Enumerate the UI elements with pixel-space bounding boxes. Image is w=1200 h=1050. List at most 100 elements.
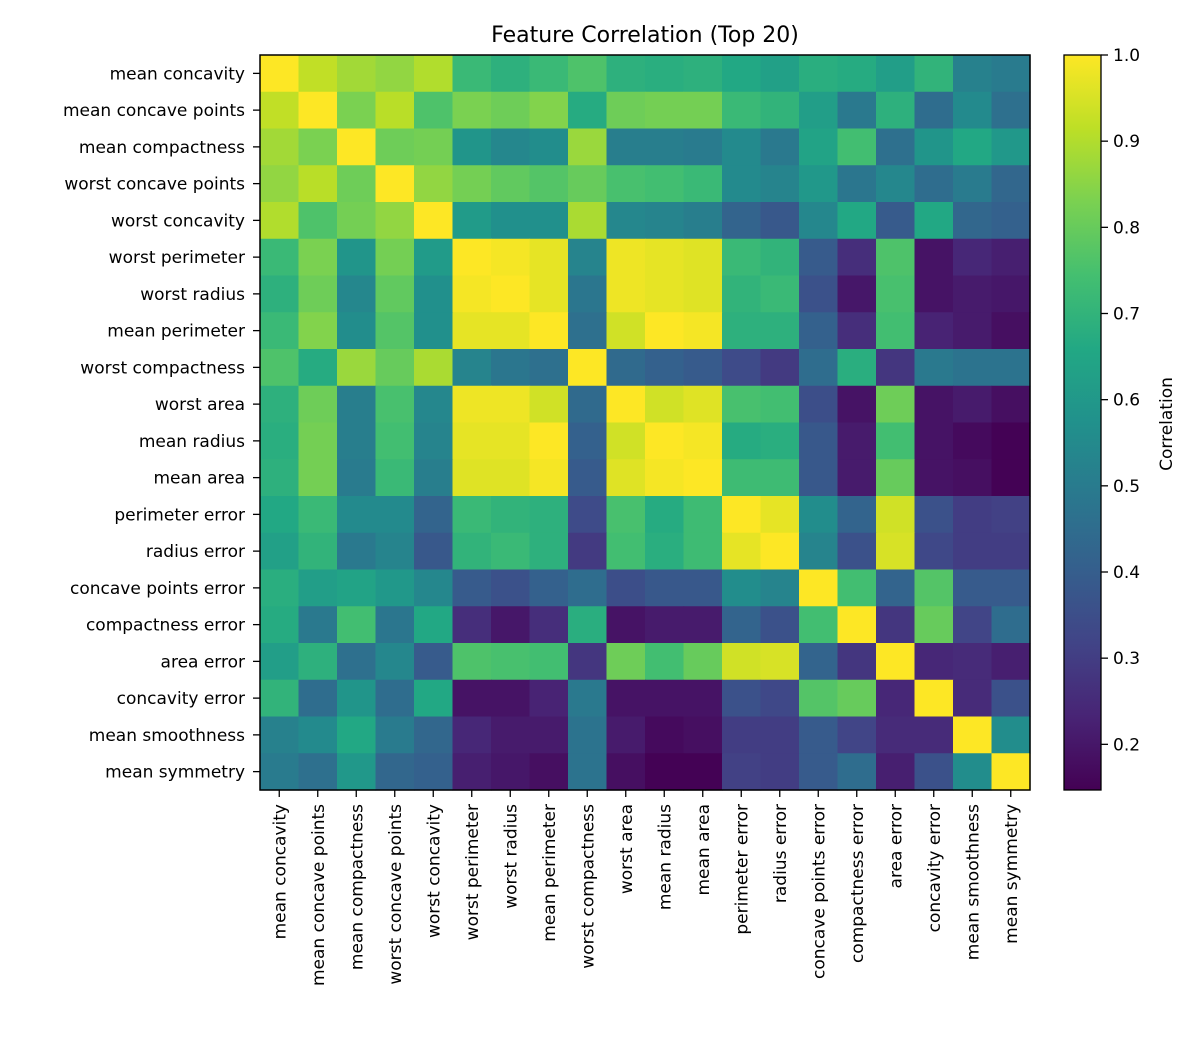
heatmap-cell [375,422,415,460]
heatmap-cell [683,55,723,93]
heatmap-cell [298,165,338,203]
y-tick-label: concavity error [117,689,245,709]
heatmap-cell [799,238,839,277]
heatmap-cell [452,91,492,130]
heatmap-cell [645,532,685,571]
heatmap-cell [337,312,377,350]
heatmap-cell [298,275,338,313]
heatmap-cell [452,312,492,350]
heatmap-cell [799,532,839,571]
heatmap-cell [645,238,685,277]
heatmap-cell [606,128,646,166]
y-tick-label: mean smoothness [89,726,245,746]
heatmap-cell [452,238,492,277]
colorbar-gradient [1063,54,1102,791]
heatmap-cell [606,55,646,93]
x-tick-label: worst concavity [424,804,444,938]
heatmap-cell [606,91,646,130]
heatmap-cell [914,496,954,534]
heatmap-cell [298,459,338,497]
y-tick-label: perimeter error [114,505,245,525]
heatmap-cell [568,532,608,571]
heatmap-cell [337,349,377,387]
heatmap-cell [452,496,492,534]
heatmap-cells [260,55,1031,791]
heatmap-cell [414,165,454,203]
heatmap-cell [914,312,954,350]
heatmap-cell [914,385,954,424]
y-tick-label: mean concave points [63,101,245,121]
heatmap-cell [452,716,492,754]
heatmap-cell [683,349,723,387]
colorbar-tick-label: 0.2 [1113,735,1140,755]
heatmap-cell [452,349,492,387]
heatmap-cell [375,385,415,424]
heatmap-cell [337,55,377,93]
heatmap-cell [683,606,723,644]
heatmap-cell [837,606,877,644]
y-tick-label: worst radius [140,285,245,305]
heatmap-cell [491,312,531,350]
heatmap-cell [722,716,762,754]
y-tick-label: worst concavity [111,211,245,231]
heatmap-cell [414,128,454,166]
heatmap-cell [606,716,646,754]
colorbar-label: Correlation [1157,377,1177,471]
heatmap-cell [260,312,300,350]
heatmap-cell [375,312,415,350]
heatmap-cell [452,422,492,460]
heatmap-cell [375,202,415,240]
heatmap-cell [606,385,646,424]
heatmap-cell [876,459,916,497]
heatmap-cell [722,532,762,571]
heatmap-cell [298,679,338,718]
heatmap-cell [991,716,1031,754]
heatmap-cell [375,679,415,718]
heatmap-cell [760,202,800,240]
y-tick-label: mean symmetry [105,763,245,783]
heatmap-cell [568,753,608,791]
heatmap-cell [914,275,954,313]
heatmap-cell [722,349,762,387]
heatmap-cell [568,55,608,93]
heatmap-cell [568,679,608,718]
heatmap-cell [375,532,415,571]
x-tick-label: worst concave points [386,804,406,985]
heatmap-cell [298,569,338,607]
heatmap-cell [491,496,531,534]
heatmap-cell [568,496,608,534]
heatmap-cell [914,716,954,754]
heatmap-cell [722,238,762,277]
heatmap-cell [914,679,954,718]
heatmap-cell [760,753,800,791]
heatmap-cell [876,606,916,644]
y-tick-label: mean compactness [79,138,245,158]
heatmap-cell [260,606,300,644]
heatmap-cell [414,716,454,754]
heatmap-cell [337,716,377,754]
heatmap-cell [491,349,531,387]
heatmap-cell [529,238,569,277]
heatmap-cell [991,459,1031,497]
heatmap-cell [645,385,685,424]
heatmap-cell [529,643,569,681]
heatmap-cell [298,606,338,644]
heatmap-cell [568,128,608,166]
heatmap-cell [914,202,954,240]
heatmap-cell [991,165,1031,203]
heatmap-cell [452,753,492,791]
heatmap-cell [991,349,1031,387]
heatmap-cell [606,532,646,571]
heatmap-cell [606,459,646,497]
heatmap-cell [606,349,646,387]
heatmap-cell [953,165,993,203]
heatmap-cell [953,496,993,534]
heatmap-cell [760,275,800,313]
heatmap-cell [799,569,839,607]
heatmap-cell [799,679,839,718]
heatmap-cell [837,91,877,130]
x-tick-label: concave points error [809,804,829,979]
heatmap-cell [760,55,800,93]
heatmap-cell [568,422,608,460]
heatmap-cell [529,753,569,791]
